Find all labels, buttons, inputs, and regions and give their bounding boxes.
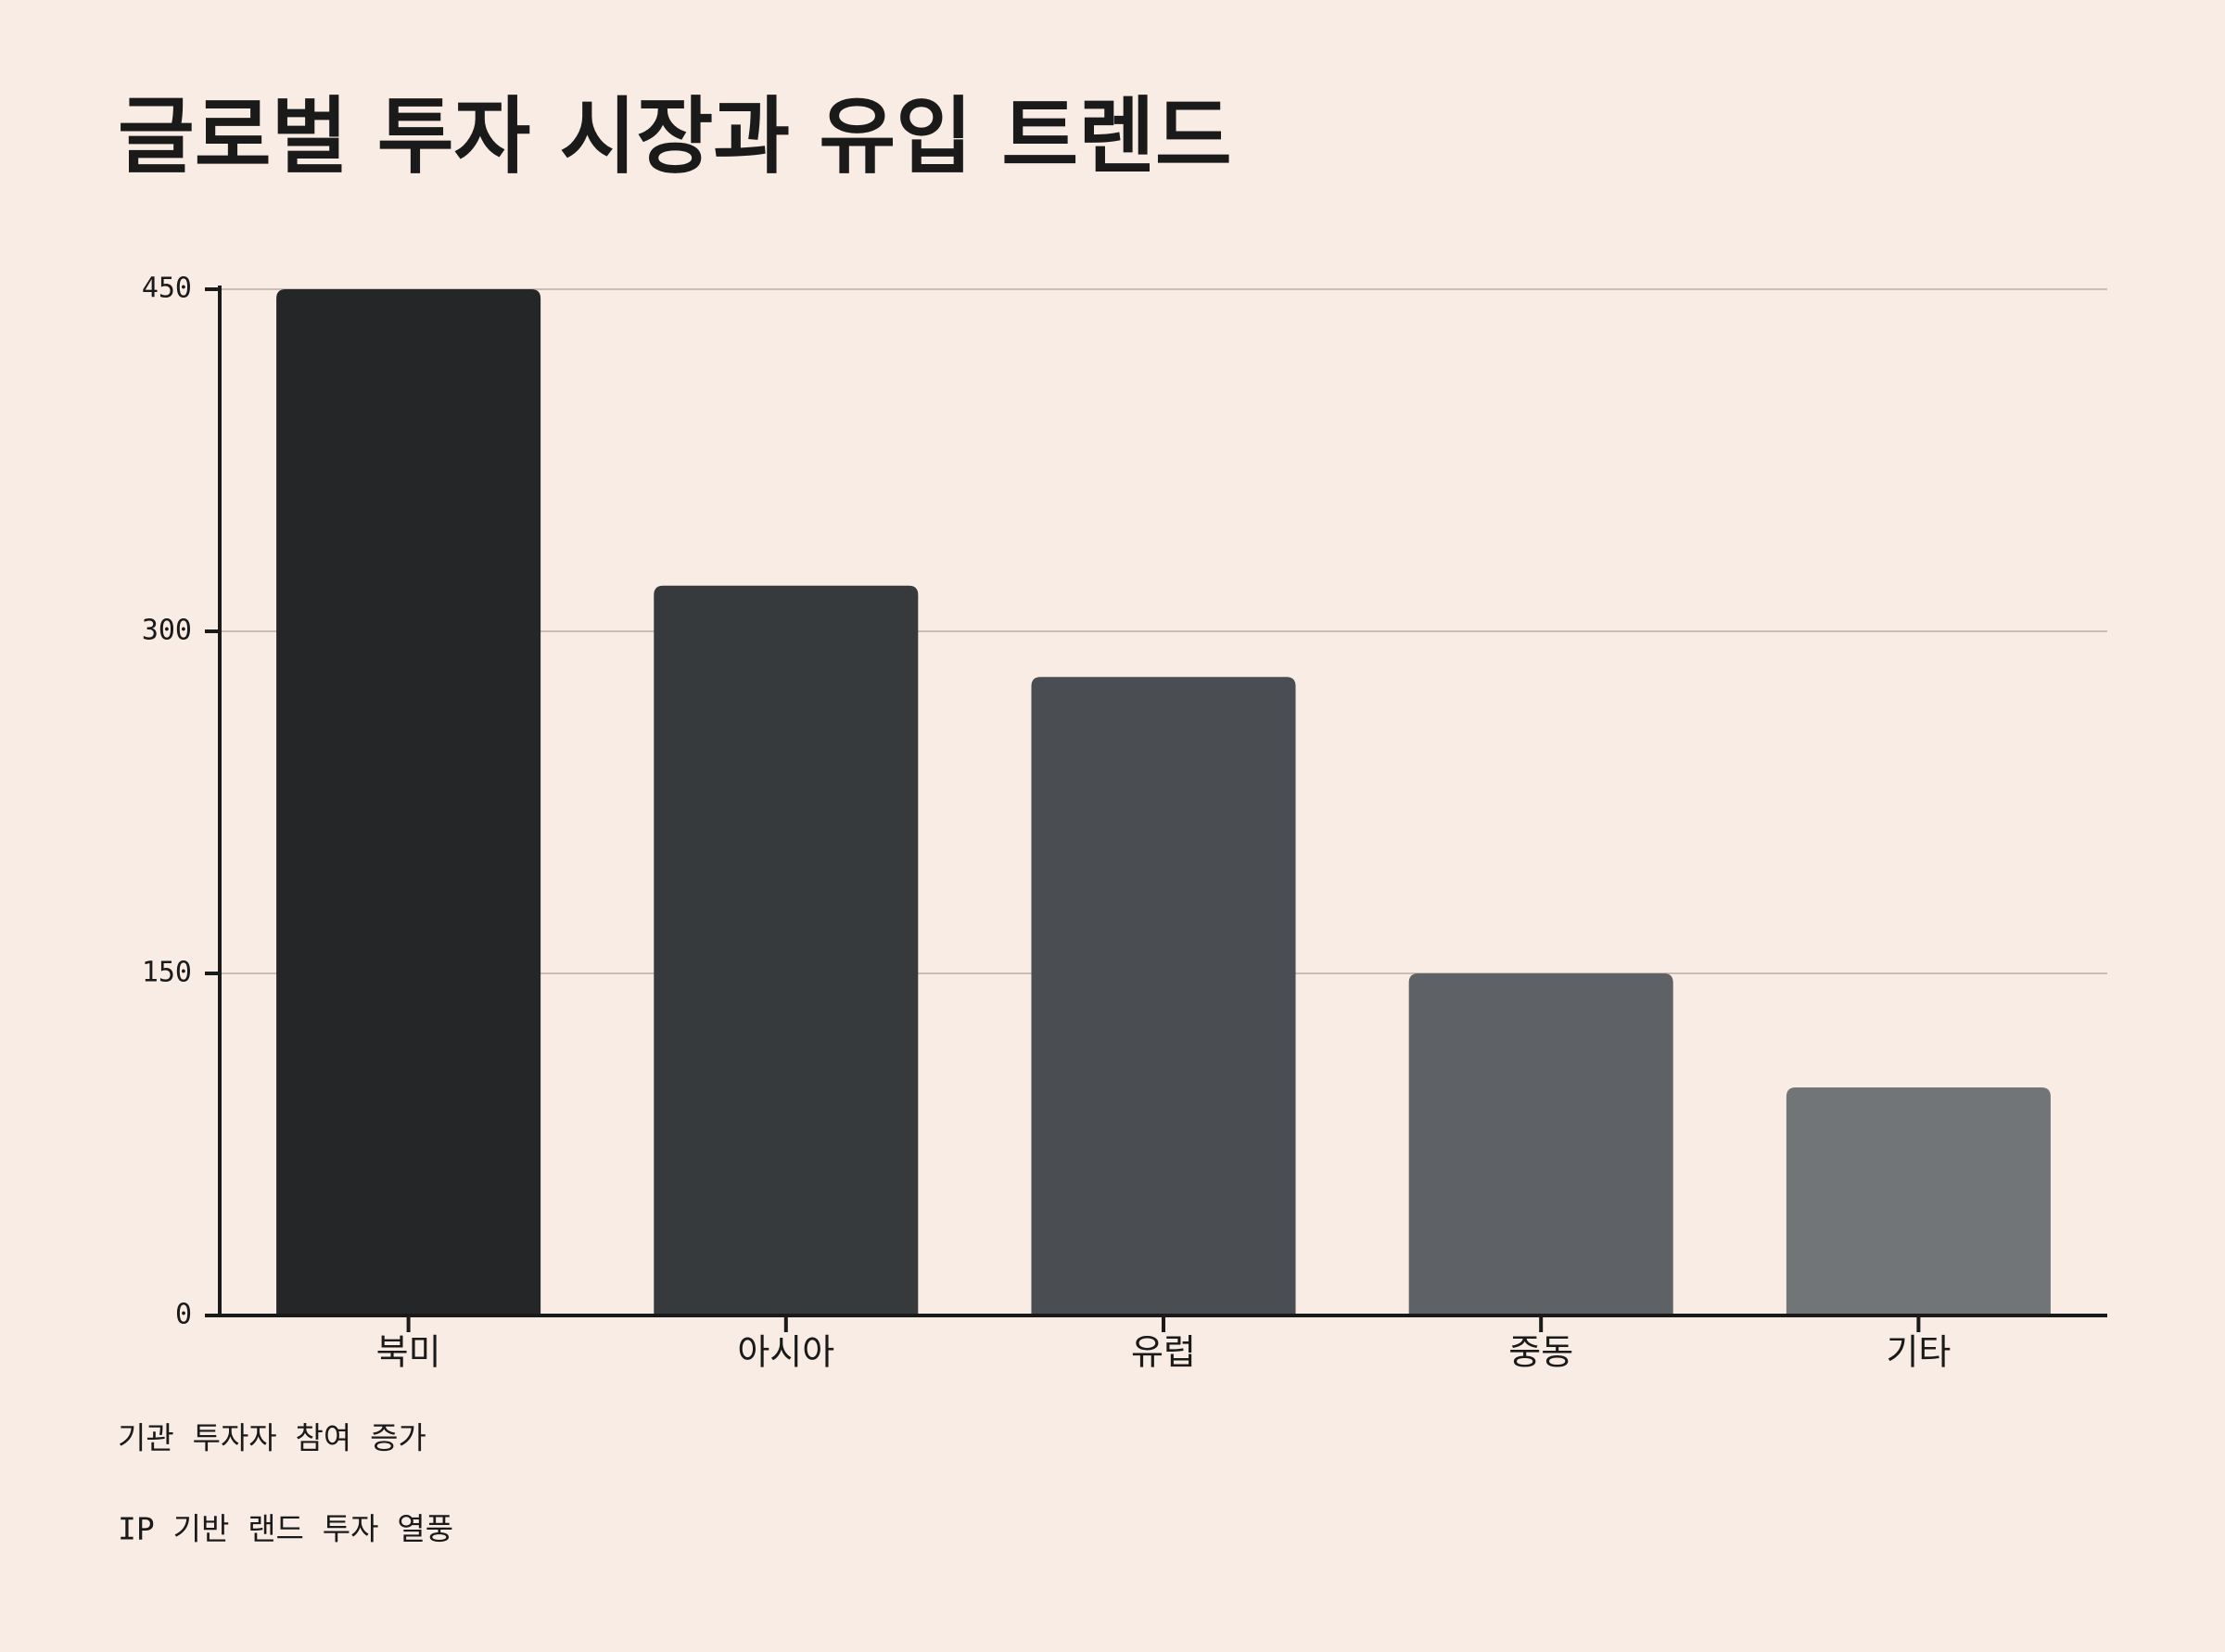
chart-title: 글로벌 투자 시장과 유입 트렌드: [118, 88, 1232, 185]
annotation: 기관 투자자 참여 증가: [118, 1420, 426, 1456]
x-tick-label: 유럽: [1131, 1332, 1196, 1373]
bar: [1408, 973, 1673, 1315]
y-tick-label: 150: [142, 957, 192, 989]
y-tick-label: 300: [142, 615, 192, 647]
bar: [1786, 1087, 2051, 1315]
x-tick-label: 기타: [1886, 1332, 1951, 1373]
bar: [654, 585, 919, 1315]
x-tick-label: 아시아: [737, 1332, 834, 1373]
bar: [276, 289, 541, 1315]
annotation: IP 기반 랜드 투자 열풍: [118, 1511, 453, 1547]
bar: [1031, 677, 1296, 1315]
x-tick-label: 중동: [1508, 1332, 1573, 1373]
y-tick-label: 450: [142, 273, 192, 305]
x-tick-label: 북미: [376, 1332, 441, 1373]
y-tick-label: 0: [175, 1299, 192, 1331]
